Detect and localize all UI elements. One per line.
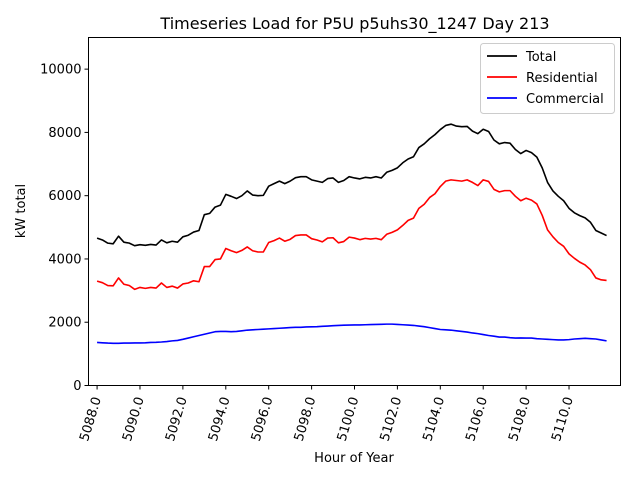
y-tick-label: 0 [73, 379, 81, 394]
y-tick-label: 6000 [48, 189, 81, 204]
y-tick-label: 2000 [48, 316, 81, 331]
legend: Total Residential Commercial [480, 43, 615, 114]
y-tick-label: 10000 [40, 63, 81, 78]
legend-label-total: Total [525, 50, 556, 65]
y-axis-label: kW total [14, 184, 29, 238]
series-line-total [96, 123, 607, 247]
series-line-residential [96, 179, 607, 291]
chart-title: Timeseries Load for P5U p5uhs30_1247 Day… [159, 14, 549, 34]
x-axis-label: Hour of Year [314, 451, 394, 466]
y-tick-label: 4000 [48, 252, 81, 267]
plot-lines [96, 123, 607, 345]
series-line-commercial [97, 323, 607, 345]
y-axis-ticks: 0 2000 4000 6000 8000 10000 [40, 63, 89, 394]
legend-label-commercial: Commercial [526, 92, 604, 107]
legend-label-residential: Residential [526, 71, 598, 86]
y-tick-label: 8000 [48, 126, 81, 141]
legend-box [480, 43, 615, 114]
